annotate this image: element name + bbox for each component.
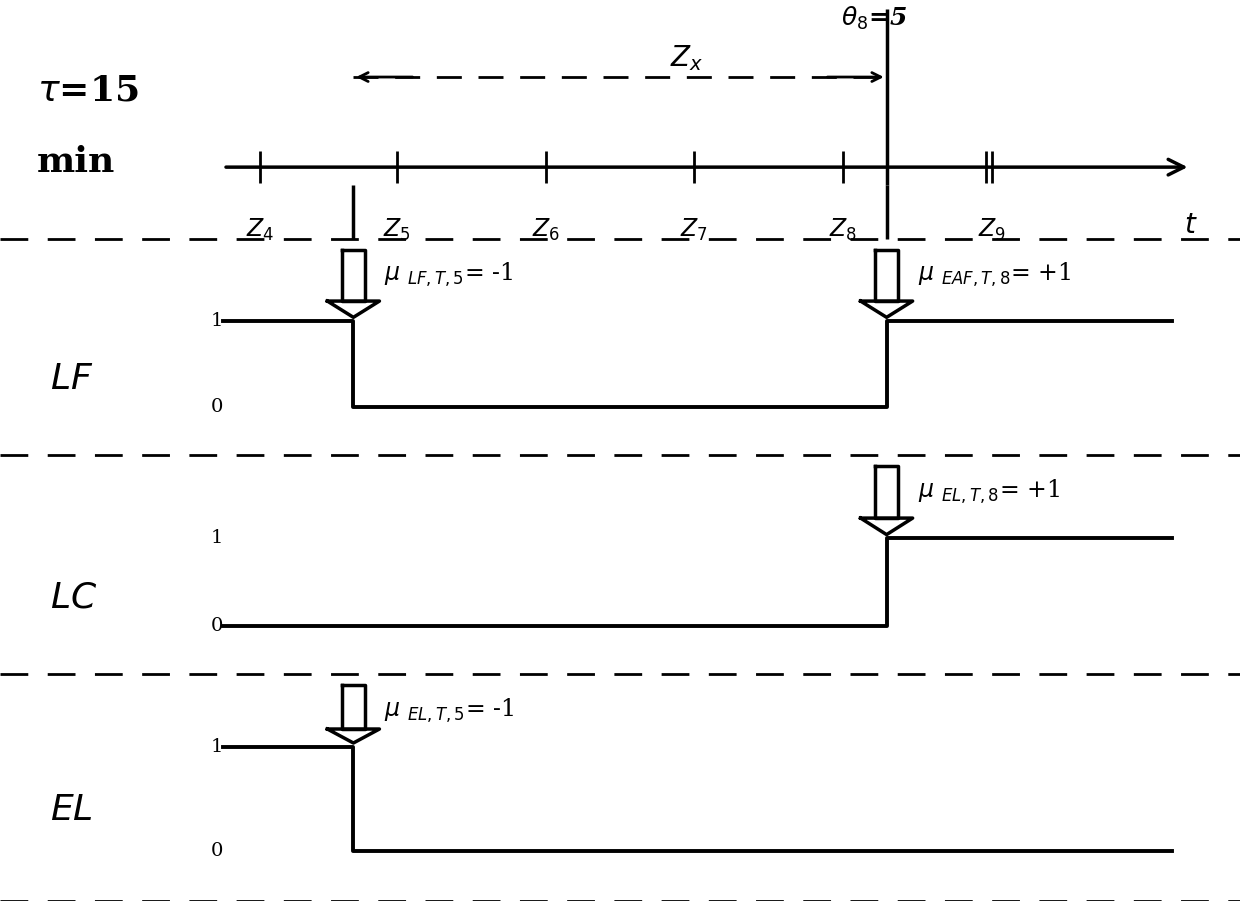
Text: 1: 1 [211,312,223,330]
Text: $Z_6$: $Z_6$ [532,217,559,243]
Text: $Z_x$: $Z_x$ [670,42,703,72]
Text: $\mu$ $_{EL,T,5}$= -1: $\mu$ $_{EL,T,5}$= -1 [384,696,515,724]
Text: $Z_9$: $Z_9$ [978,217,1006,243]
Text: $\tau$=15: $\tau$=15 [37,74,139,108]
Text: $\mu$ $_{EL,T,8}$= +1: $\mu$ $_{EL,T,8}$= +1 [918,478,1059,505]
Text: 0: 0 [211,398,223,416]
Text: $t$: $t$ [1184,213,1198,239]
Text: 1: 1 [211,529,223,547]
Polygon shape [861,301,913,317]
Polygon shape [342,250,365,301]
Text: min: min [37,145,115,179]
Polygon shape [327,729,379,743]
Polygon shape [861,518,913,534]
Text: 0: 0 [211,842,223,860]
Text: $Z_8$: $Z_8$ [830,217,857,243]
Text: 0: 0 [211,617,223,635]
Text: $LC$: $LC$ [50,580,97,614]
Polygon shape [875,250,898,301]
Text: $Z_5$: $Z_5$ [383,217,410,243]
Text: $\mu$ $_{EAF,T,8}$= +1: $\mu$ $_{EAF,T,8}$= +1 [918,261,1071,289]
Polygon shape [875,466,898,518]
Polygon shape [327,301,379,317]
Text: $Z_7$: $Z_7$ [681,217,708,243]
Polygon shape [342,685,365,729]
Text: 1: 1 [211,738,223,756]
Text: $\mu$ $_{LF,T,5}$= -1: $\mu$ $_{LF,T,5}$= -1 [384,261,513,289]
Text: $Z_4$: $Z_4$ [247,217,274,243]
Text: $\theta_8$=5: $\theta_8$=5 [841,5,908,32]
Text: $LF$: $LF$ [50,362,93,396]
Text: $EL$: $EL$ [50,793,92,827]
